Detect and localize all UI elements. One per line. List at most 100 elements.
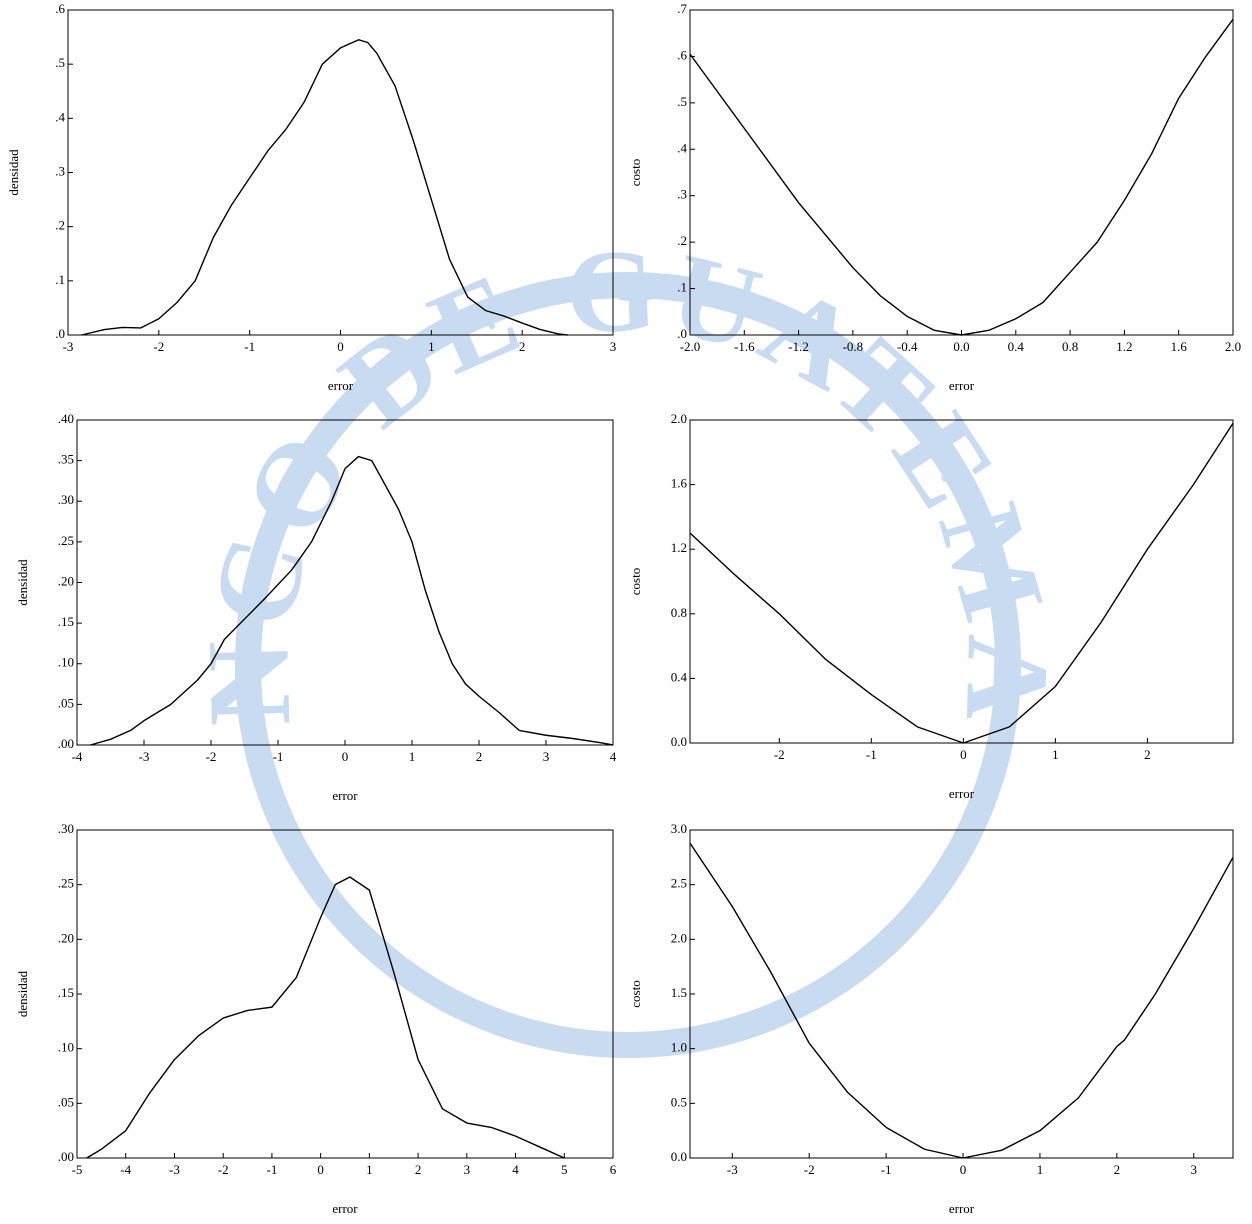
y-tick-label: 2.0 [671,930,687,945]
watermark-textpath: BANCO DE GUATEMALA [0,0,1074,728]
y-tick-label: .35 [58,452,74,467]
x-tick-label: -3 [727,1162,738,1177]
x-tick-label: 1 [366,1162,373,1177]
y-tick-label: .3 [677,187,687,202]
y-tick-label: .15 [58,985,74,1000]
y-axis-label: costo [628,980,643,1007]
y-tick-label: .3 [55,163,65,178]
y-tick-label: 2.5 [671,876,687,891]
y-tick-label: .10 [58,655,74,670]
x-tick-label: 1 [428,339,435,354]
y-tick-label: 0.8 [671,605,687,620]
x-tick-label: 2 [1144,747,1151,762]
x-axis-label: error [332,788,358,803]
x-tick-label: -1.6 [734,339,755,354]
x-tick-label: 1.6 [1171,339,1188,354]
y-axis-label: densidad [6,149,21,196]
x-tick-label: -2 [804,1162,815,1177]
y-tick-label: .2 [55,218,65,233]
x-tick-label: -0.4 [897,339,918,354]
y-tick-label: .05 [58,1094,74,1109]
x-tick-label: 0.4 [1008,339,1025,354]
y-tick-label: .20 [58,930,74,945]
line [690,19,1233,335]
x-tick-label: 1 [1052,747,1059,762]
x-tick-label: 1 [1037,1162,1044,1177]
y-tick-label: .20 [58,573,74,588]
y-tick-label: .30 [58,492,74,507]
y-tick-label: .5 [55,55,65,70]
x-tick-label: 4 [610,749,617,764]
x-tick-label: -3 [169,1162,180,1177]
x-tick-label: -1 [266,1162,277,1177]
y-tick-label: 0.0 [671,734,687,749]
watermark-text: BANCO DE GUATEMALA [0,0,1074,728]
x-tick-label: -2 [206,749,217,764]
y-tick-label: 2.0 [671,411,687,426]
y-tick-label: .6 [55,1,65,16]
y-tick-label: 1.2 [671,540,687,555]
x-tick-label: 1.2 [1116,339,1132,354]
x-tick-label: 0.0 [953,339,969,354]
x-tick-label: 1 [409,749,416,764]
y-tick-label: 0.0 [671,1149,687,1164]
y-tick-label: .6 [677,47,687,62]
x-tick-label: -3 [63,339,74,354]
x-tick-label: 2 [415,1162,422,1177]
line [690,843,1233,1158]
x-tick-label: 2 [1114,1162,1121,1177]
x-tick-label: 2 [476,749,483,764]
x-tick-label: 3 [1191,1162,1198,1177]
x-axis-label: error [949,378,975,393]
y-tick-label: 0.5 [671,1094,687,1109]
x-tick-label: 5 [561,1162,568,1177]
y-tick-label: .15 [58,614,74,629]
y-tick-label: .4 [55,109,65,124]
y-axis-label: densidad [15,970,30,1017]
y-tick-label: .2 [677,233,687,248]
x-tick-label: -1 [881,1162,892,1177]
x-tick-label: 3 [610,339,617,354]
x-tick-label: -0.8 [843,339,864,354]
x-tick-label: 0.8 [1062,339,1078,354]
x-tick-label: -2.0 [680,339,701,354]
x-tick-label: 0 [342,749,349,764]
x-tick-label: -1.2 [788,339,809,354]
plot-frame [690,830,1233,1158]
y-tick-label: .5 [677,94,687,109]
x-tick-label: -4 [120,1162,131,1177]
x-tick-label: 4 [512,1162,519,1177]
y-axis-label: costo [628,159,643,186]
y-axis-label: densidad [15,559,30,606]
y-tick-label: .1 [55,272,65,287]
x-axis-label: error [328,378,354,393]
watermark: BANCO DE GUATEMALA [0,0,1074,1045]
x-tick-label: -2 [774,747,785,762]
x-tick-label: 3 [464,1162,471,1177]
x-tick-label: 0 [317,1162,324,1177]
y-tick-label: .25 [58,533,74,548]
x-tick-label: 0 [960,747,967,762]
y-tick-label: .30 [58,821,74,836]
y-tick-label: .1 [677,280,687,295]
y-tick-label: .25 [58,876,74,891]
x-tick-label: -1 [244,339,255,354]
x-axis-label: error [332,1201,358,1216]
x-tick-label: -1 [866,747,877,762]
y-tick-label: 3.0 [671,821,687,836]
y-tick-label: 0.4 [671,669,688,684]
x-tick-label: 2.0 [1225,339,1241,354]
y-tick-label: .10 [58,1040,74,1055]
x-tick-label: 2 [519,339,526,354]
x-axis-label: error [949,1201,975,1216]
x-tick-label: -4 [72,749,83,764]
x-tick-label: -5 [72,1162,83,1177]
y-axis-label: costo [628,568,643,595]
x-axis-label: error [949,786,975,801]
x-tick-label: 0 [960,1162,967,1177]
y-tick-label: .40 [58,411,74,426]
y-tick-label: .05 [58,695,74,710]
y-tick-label: 1.0 [671,1040,687,1055]
page: BANCO DE GUATEMALA .0.1.2.3.4.5.6-3-2-10… [0,0,1252,1224]
x-tick-label: 0 [337,339,344,354]
